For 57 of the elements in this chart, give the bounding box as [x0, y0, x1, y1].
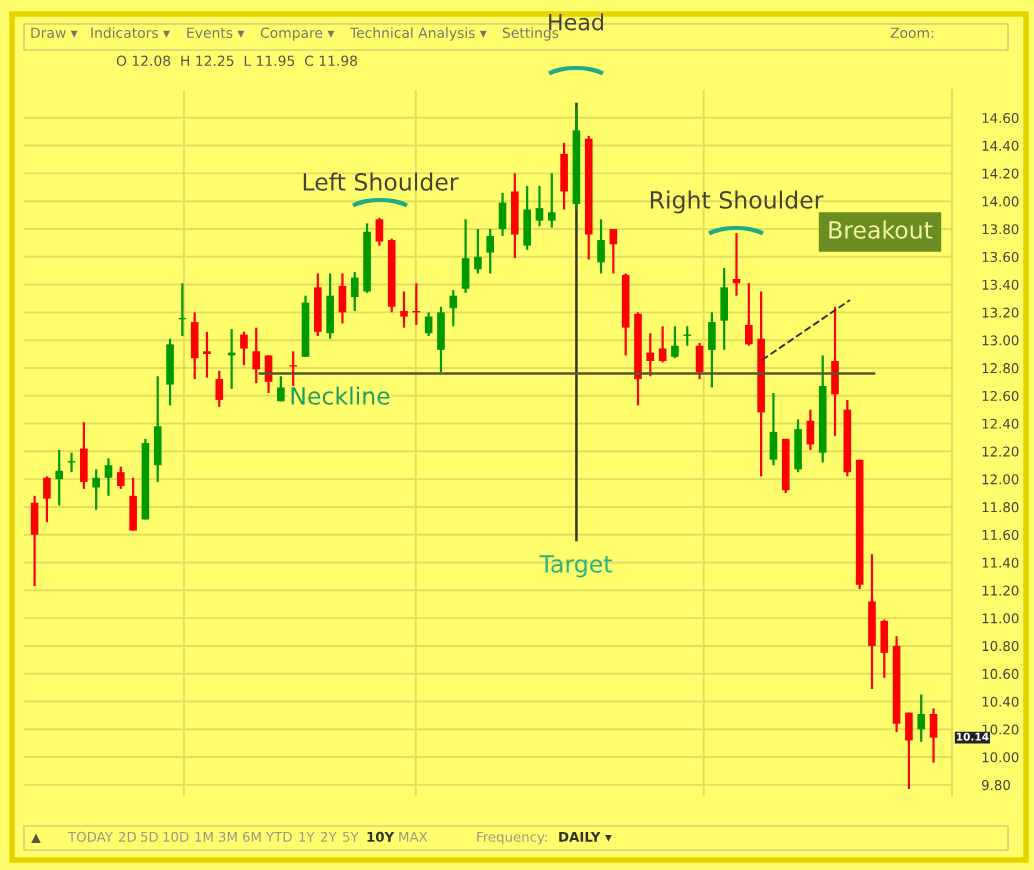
candlestick	[708, 311, 716, 389]
candlestick	[498, 191, 507, 238]
candlestick	[289, 350, 298, 388]
candlestick	[190, 311, 199, 381]
candlestick	[215, 369, 224, 408]
candlestick	[880, 618, 889, 679]
candlestick	[609, 227, 618, 275]
candlestick	[560, 141, 568, 211]
candlestick	[486, 227, 495, 275]
candlestick	[375, 216, 384, 247]
annotation: Left Shoulder	[303, 172, 459, 191]
candlestick	[80, 421, 88, 490]
candlestick	[658, 325, 667, 364]
candlestick	[116, 465, 125, 490]
annotation: Breakout	[829, 220, 933, 239]
candlestick	[905, 711, 913, 791]
candlestick	[400, 290, 408, 329]
text: Head	[549, 13, 604, 31]
candlestick	[794, 418, 802, 474]
candlestick	[523, 184, 531, 251]
candlestick	[474, 227, 482, 275]
candlestick	[720, 266, 728, 351]
candlestick	[326, 272, 334, 340]
candlestick	[917, 693, 926, 743]
candlestick	[769, 391, 778, 467]
candlestick	[449, 289, 458, 328]
candlestick	[929, 707, 938, 764]
candlestick	[745, 282, 753, 347]
candlestick	[831, 305, 839, 438]
annotation: Right Shoulder	[650, 190, 824, 214]
candlestick	[461, 218, 470, 295]
candlestick	[129, 476, 137, 532]
candlestick	[597, 218, 605, 275]
candlestick	[314, 272, 322, 338]
candlestick	[277, 375, 285, 403]
candlestick	[43, 475, 51, 524]
candlestick	[153, 375, 162, 484]
candlestick	[338, 272, 347, 325]
candlestick	[671, 325, 679, 360]
candlestick	[203, 330, 211, 379]
candlestick	[511, 172, 519, 260]
candlestick	[868, 553, 876, 691]
candlestick	[104, 457, 113, 497]
candlestick	[350, 270, 359, 313]
candlestick	[437, 305, 445, 374]
candlestick	[92, 468, 100, 511]
candlestick	[30, 494, 39, 588]
candlestick	[695, 341, 704, 381]
candlestick	[55, 448, 64, 507]
candlestick	[252, 326, 261, 385]
candlestick	[547, 172, 556, 229]
candlestick	[646, 332, 655, 378]
candlestick	[240, 330, 248, 367]
candlestick	[535, 184, 544, 228]
ref-line-label: Neckline	[291, 386, 390, 405]
candlestick	[166, 337, 174, 407]
annotation: Target	[539, 555, 612, 578]
